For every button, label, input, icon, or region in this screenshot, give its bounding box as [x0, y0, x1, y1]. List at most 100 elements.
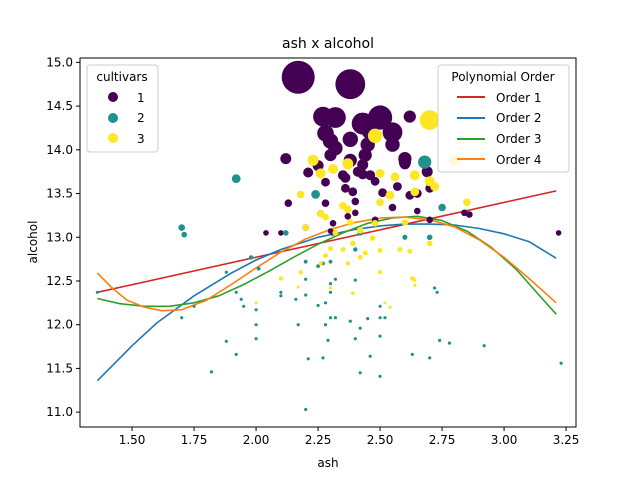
point-cultivar-3: [302, 224, 310, 231]
point-cultivar-1: [280, 153, 292, 165]
y-tick-label: 12.5: [46, 274, 73, 288]
point-cultivar-1: [399, 158, 411, 170]
point-cultivar-1: [344, 213, 352, 220]
point-cultivar-3: [410, 187, 420, 197]
y-tick-label: 11.5: [46, 361, 73, 375]
point-cultivar-3: [426, 240, 433, 247]
point-cultivar-2: [368, 354, 372, 358]
point-cultivar-3: [401, 219, 409, 226]
point-cultivar-2: [304, 277, 308, 281]
polynomial-legend-box: [437, 64, 570, 173]
point-cultivar-3: [342, 158, 354, 170]
point-cultivar-1: [466, 211, 473, 218]
point-cultivar-2: [192, 304, 196, 308]
point-cultivar-3: [463, 198, 471, 207]
point-cultivar-1: [327, 228, 334, 234]
point-cultivar-3: [362, 250, 368, 256]
polynomial-legend-entry: Order 1: [457, 91, 542, 105]
scatter-legend-entry: 1: [108, 91, 145, 105]
point-cultivar-2: [353, 247, 358, 252]
point-cultivar-3: [377, 247, 383, 253]
point-cultivar-2: [254, 337, 258, 341]
point-cultivar-1: [393, 182, 402, 191]
point-cultivar-1: [335, 69, 366, 100]
point-cultivar-3: [316, 209, 325, 218]
fit-line-order-4: [96, 216, 557, 312]
point-cultivar-2: [328, 282, 333, 286]
point-cultivar-2: [181, 231, 187, 238]
point-cultivar-2: [418, 155, 432, 169]
point-cultivar-1: [421, 166, 433, 178]
point-cultivar-3: [328, 286, 333, 290]
point-cultivar-3: [390, 172, 400, 182]
point-cultivar-2: [428, 356, 432, 360]
point-cultivar-2: [178, 224, 185, 231]
point-cultivar-2: [426, 234, 433, 241]
point-cultivar-2: [328, 316, 333, 320]
scatter-legend-marker: [108, 133, 118, 143]
point-cultivar-3: [296, 190, 305, 199]
point-cultivar-2: [410, 352, 414, 356]
point-cultivar-2: [303, 259, 308, 264]
point-cultivar-2: [333, 277, 337, 281]
point-cultivar-1: [403, 110, 416, 123]
point-cultivar-3: [345, 261, 350, 266]
x-tick-label: 2.50: [367, 433, 394, 447]
polynomial-legend-entry: Order 3: [457, 132, 542, 146]
point-cultivar-2: [323, 301, 328, 305]
point-cultivar-3: [407, 248, 413, 254]
scatter-legend-label: 1: [137, 91, 145, 105]
point-cultivar-3: [315, 168, 326, 179]
point-cultivar-1: [461, 209, 468, 217]
point-cultivar-2: [254, 308, 258, 312]
point-cultivar-2: [435, 290, 439, 294]
scatter-legend-marker: [108, 92, 118, 102]
point-cultivar-3: [412, 278, 417, 282]
point-cultivar-3: [356, 227, 364, 234]
y-tick-label: 11.0: [46, 405, 73, 419]
point-cultivar-3: [371, 220, 379, 227]
point-cultivar-2: [328, 290, 333, 294]
point-cultivar-2: [231, 174, 241, 184]
point-cultivar-3: [328, 164, 338, 174]
point-cultivar-1: [284, 199, 293, 207]
polynomial-legend: Polynomial Order Order 1 Order 2 Order 3…: [437, 64, 570, 173]
point-cultivar-2: [353, 278, 357, 282]
scatter-legend-box: [86, 64, 159, 153]
point-cultivar-2: [254, 323, 258, 327]
point-cultivar-3: [397, 247, 403, 252]
point-cultivar-3: [409, 170, 420, 181]
y-tick-label: 14.5: [46, 99, 73, 113]
point-cultivar-1: [378, 188, 387, 198]
point-cultivar-3: [367, 128, 383, 143]
point-cultivar-2: [279, 294, 283, 298]
point-cultivar-1: [329, 220, 337, 227]
y-tick-label: 15.0: [46, 55, 73, 69]
point-cultivar-2: [304, 293, 308, 297]
y-axis-ticks: 11.0 11.5 12.0 12.5 13.0 13.5 14.0 14.5 15.0: [46, 55, 80, 419]
point-cultivar-3: [430, 182, 439, 191]
point-cultivar-2: [256, 266, 261, 271]
point-cultivar-2: [559, 361, 563, 365]
point-cultivar-1: [263, 230, 269, 236]
polynomial-legend-title: Polynomial Order: [451, 70, 554, 84]
point-cultivar-1: [325, 107, 346, 128]
point-cultivar-1: [382, 122, 403, 143]
point-cultivar-3: [328, 246, 333, 252]
point-cultivar-2: [433, 286, 437, 290]
point-cultivar-2: [239, 297, 243, 301]
point-cultivar-2: [321, 356, 325, 360]
point-cultivar-1: [385, 137, 400, 152]
point-cultivar-3: [318, 261, 323, 266]
point-cultivar-2: [294, 297, 298, 301]
point-cultivar-1: [414, 207, 421, 215]
point-cultivar-3: [254, 301, 258, 305]
x-tick-label: 1.50: [119, 433, 146, 447]
point-cultivar-3: [369, 235, 376, 241]
point-cultivar-3: [350, 240, 356, 247]
polynomial-legend-entry: Order 4: [457, 153, 542, 167]
point-cultivar-2: [95, 290, 99, 294]
point-cultivar-3: [419, 110, 440, 130]
y-tick-label: 13.0: [46, 230, 73, 244]
point-cultivar-3: [278, 276, 284, 281]
